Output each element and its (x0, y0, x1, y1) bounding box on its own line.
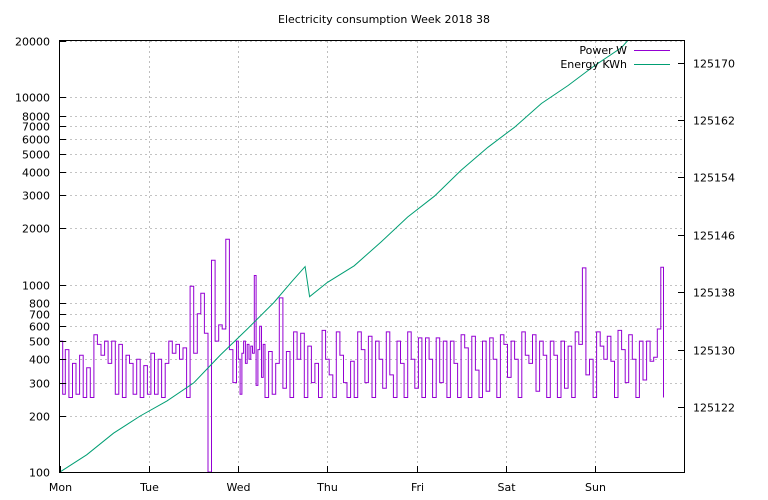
legend-label-power-w: Power W (579, 44, 627, 57)
y2-tick-label: 125138 (693, 287, 735, 300)
grid-lines (60, 41, 684, 473)
y-tick-label: 2000 (22, 223, 50, 236)
y2-tick-label: 125162 (693, 115, 735, 128)
y-tick-label: 600 (29, 321, 50, 334)
series-line-power-w (60, 238, 664, 472)
y-tick-label: 10000 (15, 92, 50, 105)
y2-tick-label: 125146 (693, 230, 735, 243)
y-tick-label: 4000 (22, 167, 50, 180)
y-tick-label: 200 (29, 411, 50, 424)
y2-tick-label: 125130 (693, 345, 735, 358)
y-tick-label: 500 (29, 336, 50, 349)
y-tick-label: 6000 (22, 134, 50, 147)
x-tick-label: Sun (585, 481, 606, 494)
y2-tick-label: 125170 (693, 58, 735, 71)
y-tick-label: 8000 (22, 111, 50, 124)
plot-frame (59, 40, 685, 473)
y-tick-label: 400 (29, 354, 50, 367)
y2-tick-label: 125154 (693, 172, 735, 185)
y-tick-label: 800 (29, 298, 50, 311)
y2-axis-tick-labels: 125122 125130 125138 125146 125154 125162 1251… (693, 58, 735, 415)
y-tick-label: 1000 (22, 280, 50, 293)
y-tick-label: 7000 (22, 121, 50, 134)
y-tick-label: 3000 (22, 190, 50, 203)
y-tick-label: 700 (29, 309, 50, 322)
legend-label-energy-kwh: Energy KWh (560, 58, 627, 71)
x-tick-label: Fri (411, 481, 424, 494)
chart-title: Electricity consumption Week 2018 38 (278, 13, 490, 26)
x-tick-label: Mon (49, 481, 72, 494)
x-tick-label: Thu (316, 481, 338, 494)
x-tick-label: Sat (497, 481, 516, 494)
y-tick-label: 100 (29, 467, 50, 480)
x-tick-label: Tue (139, 481, 159, 494)
axis-ticks (60, 41, 684, 473)
y-tick-label: 300 (29, 378, 50, 391)
y2-tick-label: 125122 (693, 402, 735, 415)
x-tick-label: Wed (227, 481, 251, 494)
series-group (60, 41, 664, 472)
y-tick-label: 20000 (15, 36, 50, 49)
series-line-energy-kwh (60, 41, 629, 472)
x-axis-tick-labels: Mon Tue Wed Thu Fri Sat Sun (49, 481, 606, 494)
y-tick-label: 5000 (22, 149, 50, 162)
